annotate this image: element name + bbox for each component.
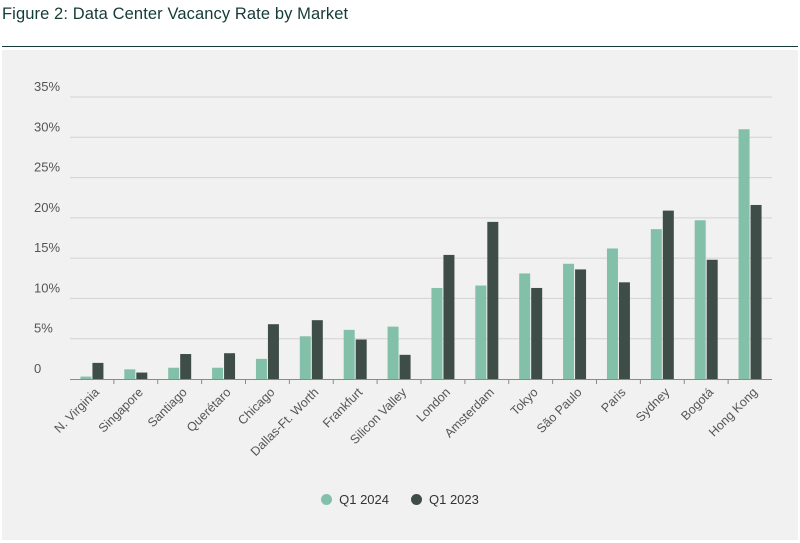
x-tick-label: N. Virginia [52,385,103,436]
bar-q1-2024 [650,229,662,379]
x-tick-label: Bogotá [678,385,716,423]
bar-q1-2024 [738,129,750,379]
y-tick-label: 10% [34,280,60,295]
bar-q1-2023 [443,254,455,379]
bar-q1-2023 [355,339,367,379]
bar-q1-2023 [575,269,587,379]
legend-item-q1-2024: Q1 2024 [321,492,389,507]
x-tick-label: Paris [599,385,629,415]
x-tick-label: Tokyo [508,385,541,418]
legend: Q1 2024 Q1 2023 [0,492,800,507]
bar-q1-2024 [606,248,618,379]
legend-item-q1-2023: Q1 2023 [411,492,479,507]
bar-q1-2024 [431,287,443,379]
bar-q1-2023 [750,204,762,379]
bar-q1-2023 [531,287,543,379]
x-tick-label: London [414,385,453,424]
x-tick-label: Frankfurt [320,385,366,431]
x-tick-label: Santiago [145,385,190,430]
y-tick-label: 25% [34,160,60,175]
legend-swatch-q1-2023 [411,494,422,505]
bar-q1-2023 [487,221,499,379]
bar-q1-2023 [311,320,323,379]
bar-q1-2024 [299,336,311,379]
bar-q1-2023 [136,372,148,379]
bar-q1-2024 [475,285,487,379]
bar-q1-2023 [618,282,630,379]
bar-q1-2023 [662,210,674,379]
bar-q1-2023 [180,354,192,379]
bar-q1-2024 [124,369,136,379]
bar-q1-2024 [387,326,399,379]
x-tick-label: São Paulo [534,385,585,436]
bar-q1-2023 [399,354,411,379]
bar-q1-2023 [706,259,718,379]
bar-q1-2023 [267,324,279,379]
bar-q1-2024 [343,329,355,379]
legend-swatch-q1-2024 [321,494,333,505]
y-tick-label: 20% [34,200,60,215]
bar-q1-2024 [563,263,575,379]
bar-q1-2023 [224,353,236,379]
legend-label-q1-2023: Q1 2023 [429,492,479,507]
x-tick-label: Sydney [633,385,673,425]
bar-q1-2024 [694,220,706,379]
y-tick-label: 5% [34,321,53,336]
bar-q1-2024 [212,367,224,379]
title-divider [2,46,798,47]
legend-label-q1-2024: Q1 2024 [339,492,389,507]
bar-q1-2024 [168,367,180,379]
y-tick-label: 0 [34,361,41,376]
x-tick-label: Chicago [235,385,277,427]
figure-title: Figure 2: Data Center Vacancy Rate by Ma… [2,5,349,23]
bar-q1-2024 [255,358,267,379]
y-tick-label: 35% [34,79,60,94]
bar-q1-2024 [519,273,531,379]
y-tick-label: 15% [34,240,60,255]
bar-q1-2023 [92,362,104,379]
x-tick-label: Singapore [96,385,146,435]
y-tick-label: 30% [34,119,60,134]
x-tick-label: Querétaro [184,385,234,435]
bar-q1-2024 [80,376,92,379]
